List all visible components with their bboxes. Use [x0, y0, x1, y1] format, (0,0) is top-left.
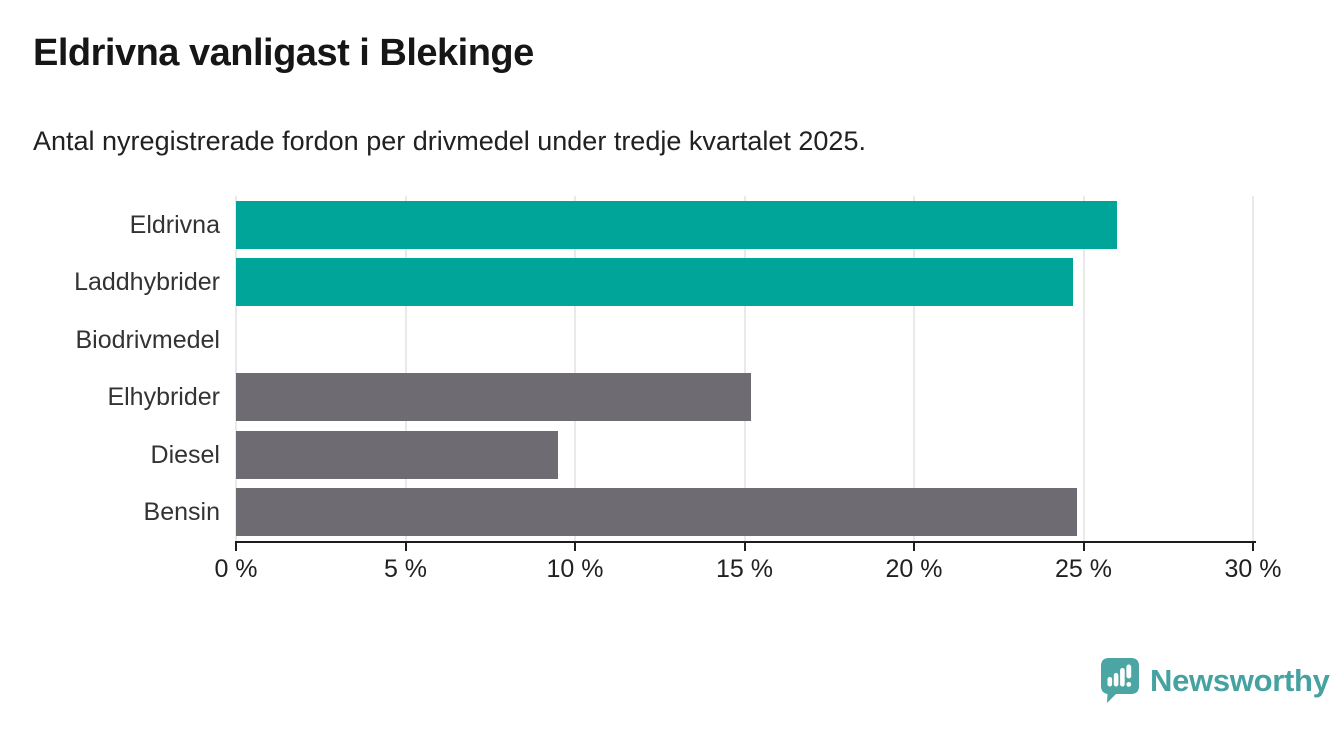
chart-subtitle: Antal nyregistrerade fordon per drivmede…	[33, 126, 866, 156]
gridline-25-percent	[1082, 196, 1085, 541]
category-label-biodrivmedel: Biodrivmedel	[75, 325, 220, 354]
x-axis-tick-0	[235, 541, 237, 551]
category-label-eldrivna: Eldrivna	[129, 210, 220, 239]
newsworthy-logo-text: Newsworthy	[1150, 663, 1330, 698]
x-axis-line	[235, 541, 1256, 543]
x-tick-label-20: 20 %	[885, 555, 943, 583]
x-axis-tick-30	[1252, 541, 1254, 551]
x-tick-label-0: 0 %	[214, 555, 258, 583]
bar-elhybrider	[236, 373, 752, 422]
gridline-30-percent	[1252, 196, 1254, 541]
category-label-diesel: Diesel	[150, 440, 220, 469]
x-axis-tick-15	[743, 541, 746, 551]
x-axis-tick-25	[1082, 541, 1085, 551]
bar-laddhybrider	[236, 258, 1074, 307]
category-label-bensin: Bensin	[143, 498, 220, 527]
x-tick-label-25: 25 %	[1055, 555, 1112, 583]
x-axis-tick-20	[913, 541, 915, 551]
gridline-15-percent	[743, 196, 746, 541]
x-tick-label-30: 30 %	[1224, 555, 1282, 583]
gridline-5-percent	[404, 196, 407, 541]
bar-diesel	[236, 430, 559, 479]
category-label-elhybrider: Elhybrider	[107, 383, 220, 412]
newsworthy-logo-icon	[1101, 658, 1139, 703]
chart-title: Eldrivna vanligast i Blekinge	[33, 32, 534, 74]
gridline-10-percent	[574, 196, 576, 541]
gridline-0-percent	[235, 196, 237, 541]
x-tick-label-10: 10 %	[546, 555, 604, 583]
x-tick-label-5: 5 %	[383, 555, 428, 583]
x-axis-tick-5	[404, 541, 407, 551]
x-axis-tick-10	[574, 541, 576, 551]
x-tick-label-15: 15 %	[716, 555, 773, 583]
gridline-20-percent	[913, 196, 915, 541]
bar-bensin	[236, 488, 1077, 537]
newsworthy-logo: Newsworthy	[1101, 658, 1330, 704]
bar-eldrivna	[236, 200, 1118, 249]
category-label-laddhybrider: Laddhybrider	[74, 268, 220, 297]
